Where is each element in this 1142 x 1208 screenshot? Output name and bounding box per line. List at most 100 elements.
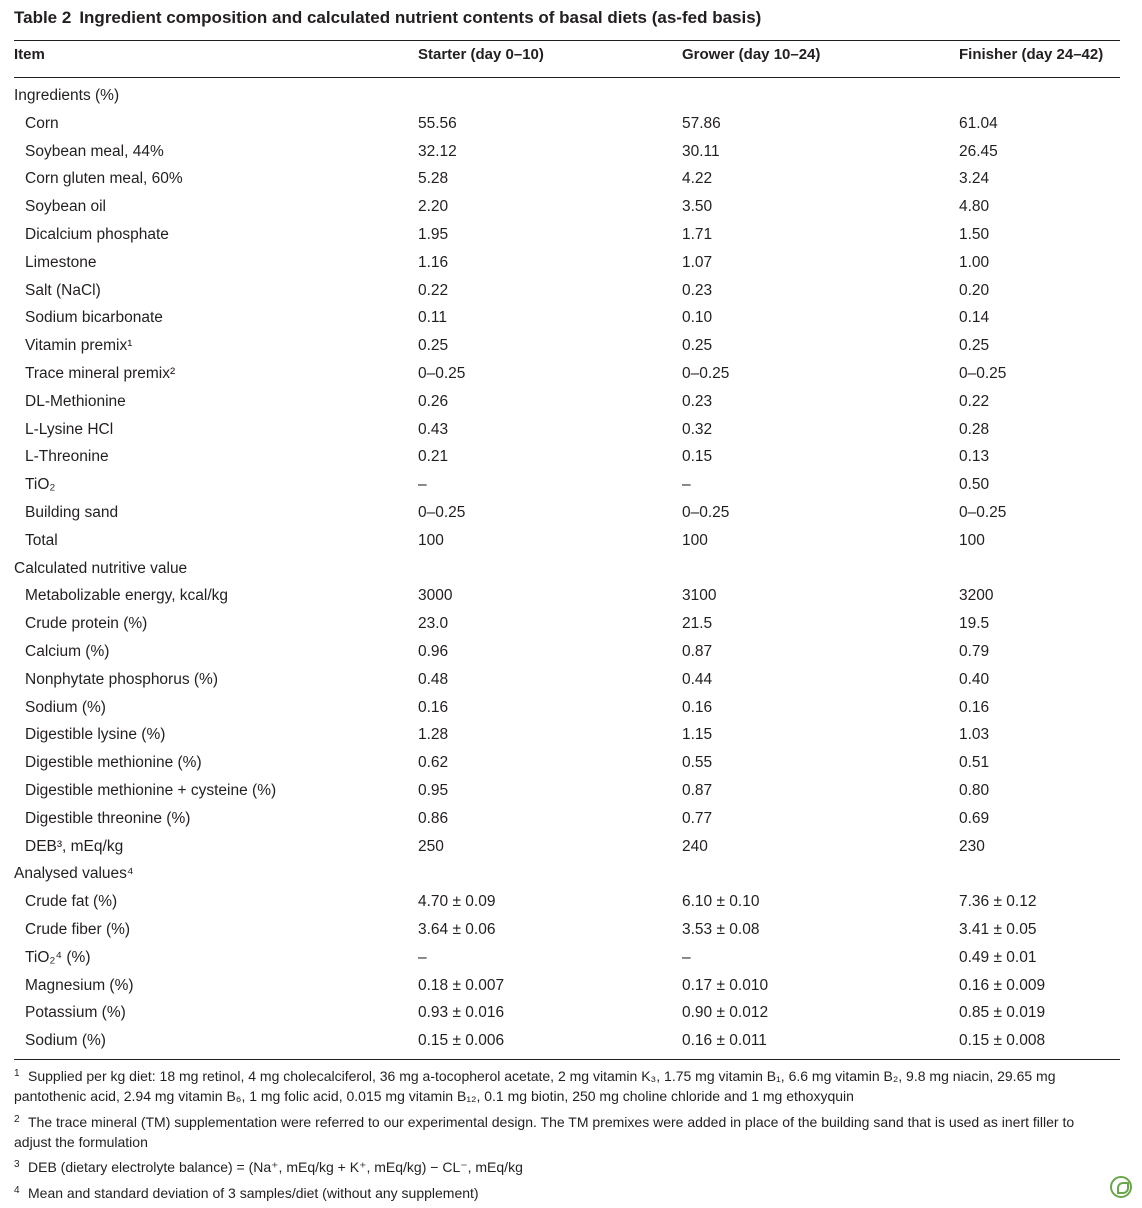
table-row: Sodium (%) 0.16 0.16 0.16 — [14, 699, 1120, 727]
footnote: 3 DEB (dietary electrolyte balance) = (Na… — [14, 1155, 1110, 1177]
table-row: Sodium (%) 0.15 ± 0.006 0.16 ± 0.011 0.15 ±… — [14, 1032, 1120, 1060]
starter-cell: 0.48 — [418, 670, 449, 688]
grower-cell: 0.25 — [682, 337, 713, 355]
finisher-cell: 0–0.25 — [959, 504, 1007, 521]
finisher-cell: 0.28 — [959, 420, 990, 438]
starter-cell: 0.95 — [418, 782, 449, 799]
header-finisher: Finisher (day 24–42) — [959, 46, 1104, 63]
starter-cell: 0.18 ± 0.007 — [418, 976, 505, 994]
starter-cell: 32.12 — [418, 142, 457, 160]
table-row: Magnesium (%) 0.18 ± 0.007 0.17 ± 0.010 0.1… — [14, 977, 1120, 1005]
finisher-cell: 0.13 — [959, 448, 990, 466]
finisher-cell: 0.14 — [959, 309, 990, 327]
item-cell: Corn — [25, 114, 59, 132]
footnote-mark: 3 — [14, 1159, 20, 1170]
item-cell: Sodium (%) — [25, 1032, 106, 1050]
table-row: Dicalcium phosphate 1.95 1.71 1.50 — [14, 226, 1120, 254]
grower-cell: 1.71 — [682, 226, 713, 243]
table-row: Vitamin premix¹ 0.25 0.25 0.25 — [14, 337, 1120, 365]
grower-cell: 0–0.25 — [682, 504, 730, 521]
table-row: TiO₂ – – 0.50 — [14, 476, 1120, 504]
table-row: Calcium (%) 0.96 0.87 0.79 — [14, 643, 1120, 671]
item-cell: Sodium bicarbonate — [25, 309, 163, 327]
table-row: Salt (NaCl) 0.22 0.23 0.20 — [14, 282, 1120, 310]
footnote-text: Supplied per kg diet: 18 mg retinol, 4 m… — [14, 1068, 1056, 1104]
header-grower: Grower (day 10–24) — [682, 46, 821, 63]
starter-cell: 0–0.25 — [418, 504, 466, 521]
grower-cell: 3.53 ± 0.08 — [682, 921, 760, 938]
finisher-cell: 61.04 — [959, 114, 998, 132]
footnote-mark: 4 — [14, 1185, 20, 1196]
table-row: DEB³, mEq/kg 250 240 230 — [14, 838, 1120, 866]
grower-cell: 0.87 — [682, 782, 713, 799]
starter-cell: 0.22 — [418, 281, 449, 299]
starter-cell: 0.43 — [418, 420, 449, 438]
footnote: 2 The trace mineral (TM) supplementation … — [14, 1110, 1110, 1152]
item-cell: Dicalcium phosphate — [25, 226, 169, 243]
finisher-cell: 0.79 — [959, 643, 990, 660]
item-cell: TiO₂ — [25, 476, 56, 494]
table-caption: Ingredient composition and calculated nu… — [79, 8, 762, 27]
finisher-cell: 26.45 — [959, 142, 998, 160]
starter-cell: 5.28 — [418, 170, 449, 188]
footnote-text: DEB (dietary electrolyte balance) = (Na⁺… — [28, 1159, 523, 1175]
item-cell: Soybean oil — [25, 198, 107, 216]
item-cell: Calculated nutritive value — [14, 559, 188, 577]
starter-cell: 1.28 — [418, 726, 449, 744]
table-row: Potassium (%) 0.93 ± 0.016 0.90 ± 0.012 0.8… — [14, 1004, 1120, 1032]
item-cell: Potassium (%) — [25, 1004, 126, 1022]
footnote-mark: 2 — [14, 1114, 20, 1125]
grower-cell: 0.16 ± 0.011 — [682, 1032, 767, 1050]
finisher-cell: 0.15 ± 0.008 — [959, 1032, 1046, 1050]
grower-cell: 0.16 — [682, 698, 713, 716]
section-row: Calculated nutritive value — [14, 560, 1120, 588]
finisher-cell: 3.24 — [959, 170, 990, 188]
grower-cell: 1.07 — [682, 253, 713, 271]
header-item: Item — [14, 46, 45, 63]
finisher-cell: 4.80 — [959, 198, 990, 216]
table-row: Crude fat (%) 4.70 ± 0.09 6.10 ± 0.10 7.36 … — [14, 893, 1120, 921]
starter-cell: 0.93 ± 0.016 — [418, 1004, 505, 1022]
finisher-cell: 0.40 — [959, 670, 990, 688]
table-row: Corn 55.56 57.86 61.04 — [14, 115, 1120, 143]
grower-cell: 1.15 — [682, 726, 713, 744]
grower-cell: 21.5 — [682, 615, 713, 633]
footnote: 1 Supplied per kg diet: 18 mg retinol, 4 … — [14, 1064, 1110, 1106]
grower-cell: 3.50 — [682, 198, 713, 216]
footnote-text: The trace mineral (TM) supplementation w… — [14, 1114, 1075, 1150]
grower-cell: 0.23 — [682, 281, 713, 299]
table-row: Metabolizable energy, kcal/kg 3000 3100 320… — [14, 587, 1120, 615]
item-cell: Metabolizable energy, kcal/kg — [25, 587, 229, 605]
starter-cell: – — [418, 948, 427, 966]
starter-cell: 3.64 ± 0.06 — [418, 921, 496, 938]
grower-cell: 57.86 — [682, 114, 721, 132]
item-cell: L-Threonine — [25, 448, 109, 466]
item-cell: DL-Methionine — [25, 392, 126, 410]
item-cell: Digestible threonine (%) — [25, 809, 191, 827]
table-row: Total 100 100 100 — [14, 532, 1120, 560]
item-cell: Sodium (%) — [25, 698, 106, 716]
item-cell: TiO₂⁴ (%) — [25, 948, 91, 966]
item-cell: Limestone — [25, 253, 97, 271]
table-row: Digestible methionine (%) 0.62 0.55 0.51 — [14, 754, 1120, 782]
header-rule — [14, 77, 1120, 78]
item-cell: Calcium (%) — [25, 643, 110, 660]
finisher-cell: 0.80 — [959, 782, 990, 799]
footnote: 4 Mean and standard deviation of 3 sample… — [14, 1181, 1110, 1203]
table-row: Digestible lysine (%) 1.28 1.15 1.03 — [14, 726, 1120, 754]
starter-cell: 0.11 — [418, 309, 448, 327]
item-cell: Soybean meal, 44% — [25, 142, 164, 160]
table-row: Limestone 1.16 1.07 1.00 — [14, 254, 1120, 282]
finisher-cell: 7.36 ± 0.12 — [959, 893, 1037, 911]
table-row: DL-Methionine 0.26 0.23 0.22 — [14, 393, 1120, 421]
item-cell: Building sand — [25, 504, 119, 521]
grower-cell: 3100 — [682, 587, 717, 605]
starter-cell: 1.16 — [418, 253, 449, 271]
journal-leaf-icon — [1110, 1176, 1132, 1198]
finisher-cell: 1.03 — [959, 726, 990, 744]
finisher-cell: 3200 — [959, 587, 994, 605]
finisher-cell: 1.00 — [959, 253, 990, 271]
item-cell: Digestible methionine (%) — [25, 754, 202, 772]
item-cell: Digestible lysine (%) — [25, 726, 166, 744]
finisher-cell: 0.49 ± 0.01 — [959, 948, 1037, 966]
